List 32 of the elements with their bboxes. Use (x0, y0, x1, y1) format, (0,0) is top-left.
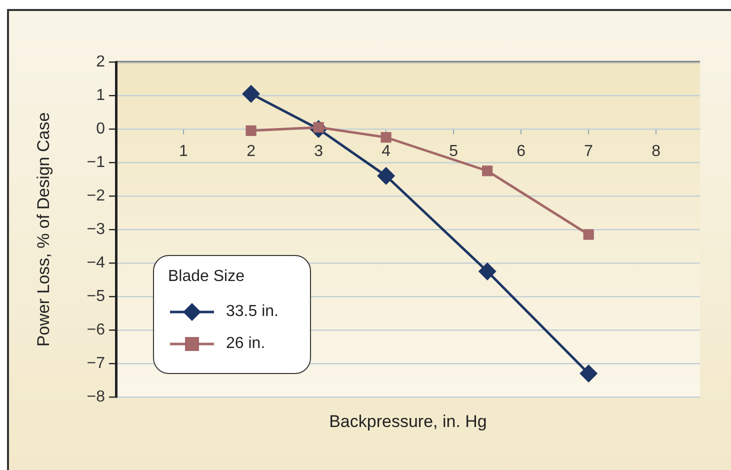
y-tick-label: −6 (86, 321, 106, 338)
y-tick-label: −1 (86, 154, 106, 171)
x-tick-label: 5 (449, 143, 458, 160)
y-tick-label: −4 (86, 254, 106, 272)
legend-label: 26 in. (226, 335, 266, 353)
y-tick-label: −7 (86, 354, 106, 372)
y-tick-label: 1 (96, 86, 106, 104)
point (246, 125, 256, 136)
point (583, 229, 594, 240)
x-tick-label: 2 (246, 143, 256, 160)
y-axis-title: Power Loss, % of Design Case (34, 112, 53, 347)
point (377, 166, 396, 185)
legend-title: Blade Size (168, 268, 246, 286)
point (242, 84, 260, 103)
y-tick-label: −2 (86, 187, 106, 204)
y-tick-label: −5 (86, 288, 106, 305)
x-tick-label: 8 (652, 143, 661, 160)
y-tick-label: 2 (96, 53, 106, 70)
point (478, 262, 496, 280)
x-axis-title: Backpressure, in. Hg (328, 412, 488, 432)
point (580, 364, 598, 383)
y-tick-label: 0 (96, 120, 106, 138)
legend-label: 33.5 in. (226, 303, 278, 321)
x-tick-label: 1 (179, 143, 188, 160)
x-tick-label: 7 (584, 143, 594, 160)
x-tick-label: 6 (516, 143, 526, 160)
x-tick-label: 3 (314, 143, 324, 160)
y-tick-label: −3 (86, 220, 106, 238)
point (380, 132, 392, 143)
y-tick-label: −8 (86, 388, 106, 406)
point (482, 166, 493, 176)
x-tick-label: 4 (382, 143, 391, 160)
